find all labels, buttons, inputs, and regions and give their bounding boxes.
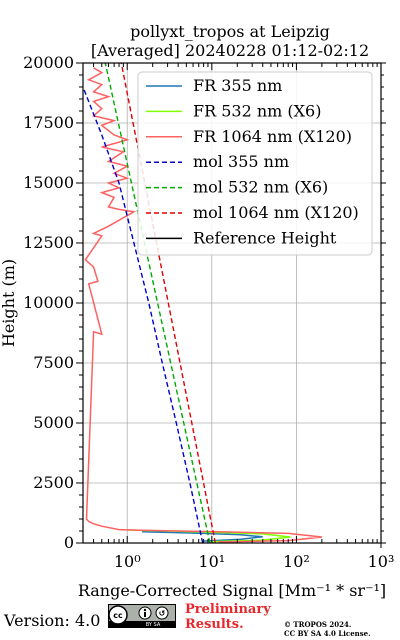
preliminary-line2: Results. [185,617,244,632]
legend: FR 355 nm FR 532 nm (X6) FR 1064 nm (X120)… [137,71,373,256]
x-tick-label: 10¹ [198,552,225,571]
svg-text:cc: cc [113,611,123,620]
copyright-line2: CC BY SA 4.0 License. [284,629,371,638]
copyright-notice: © TROPOS 2024. CC BY SA 4.0 License. [284,620,371,638]
legend-label: FR 532 nm (X6) [193,101,321,120]
svg-text:↺: ↺ [159,609,166,618]
legend-label: FR 355 nm [193,76,282,95]
x-axis-label: Range-Corrected Signal [Mm⁻¹ * sr⁻¹] [78,581,386,600]
legend-box [137,71,373,256]
series-line-fr-1064-nm-x120 [84,67,322,543]
legend-label: FR 1064 nm (X120) [193,127,352,146]
y-tick-label: 2500 [33,473,74,492]
copyright-line1: © TROPOS 2024. [284,620,352,629]
cc-license-badge: cc ↺ BY SA [108,604,176,628]
y-axis-label: Height (m) [0,259,18,347]
y-tick-label: 5000 [33,413,74,432]
x-tick-label: 10² [283,552,310,571]
y-tick-label: 17500 [23,113,74,132]
series-line-mol-532-nm-x6 [104,62,211,544]
chart-title-line1: pollyxt_tropos at Leipzig [130,22,330,41]
x-tick-label: 10³ [368,552,395,571]
x-tick-label: 10⁰ [114,552,141,571]
series-layer [82,62,322,544]
series-line-mol-1064-nm-x120 [120,62,216,544]
legend-label: mol 532 nm (X6) [193,178,328,197]
legend-label: mol 1064 nm (X120) [193,203,359,222]
y-tick-label: 20000 [23,53,74,72]
version-label: Version: 4.0 [4,611,101,630]
series-line-mol-355-nm [82,86,204,544]
preliminary-notice: Preliminary Results. [185,602,271,632]
preliminary-line1: Preliminary [185,602,271,617]
legend-label: Reference Height [193,228,337,247]
axis-ticks: 10⁰ 10¹ 10² 10³ 0 2500 5000 7500 10000 12500 15000… [23,53,394,571]
y-tick-label: 12500 [23,233,74,252]
y-tick-label: 0 [64,533,74,552]
y-tick-label: 10000 [23,293,74,312]
y-tick-label: 7500 [33,353,74,372]
y-tick-label: 15000 [23,173,74,192]
chart-title-line2: [Averaged] 20240228 01:12-02:12 [90,41,370,60]
series-line-fr-355-nm [142,530,263,542]
legend-label: mol 355 nm [193,152,289,171]
svg-text:BY SA: BY SA [146,622,161,628]
